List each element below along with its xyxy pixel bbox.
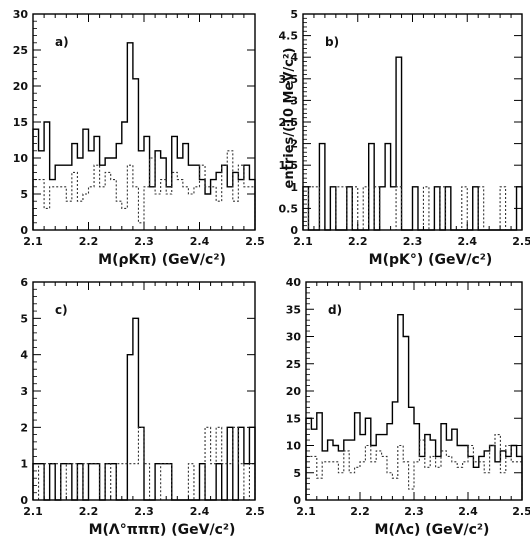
panel-a-x-tick-label: 2.5 [245, 235, 265, 248]
panel-c-x-tick-label: 2.4 [190, 505, 210, 518]
panel-c: 2.1 2.2 2.3 2.4 2.5 0 1 2 3 4 5 6 c) M(Λ°πππ) (GeV/c²… [20, 276, 264, 538]
panel-a-y-tick-label: 0 [20, 224, 28, 237]
panel-b-y-tick-label: 4.5 [279, 30, 299, 43]
panel-d-series-dotted [305, 434, 523, 500]
panel-d-y-tick-label: 10 [286, 440, 302, 453]
panel-b-y-tick-label: 0.5 [279, 202, 299, 215]
panel-d-x-tick-label: 2.3 [404, 505, 424, 518]
panel-b-y-tick-label: 3 [290, 94, 298, 107]
panel-a-series-dotted [32, 150, 256, 230]
panel-b-x-axis-label: M(pK°) (GeV/c²) [369, 252, 493, 268]
panel-c-x-tick-label: 2.1 [23, 505, 43, 518]
panel-d-y-tick-label: 30 [286, 331, 302, 344]
panel-d-y-tick-label: 35 [286, 303, 301, 316]
panel-c-tag: c) [55, 303, 68, 317]
panel-a-y-tick-label: 5 [20, 188, 28, 201]
panel-d-series-solid [305, 314, 523, 500]
panel-a-x-tick-label: 2.4 [190, 235, 210, 248]
panel-c-x-axis-label: M(Λ°πππ) (GeV/c²) [89, 522, 236, 538]
panel-a-tag: a) [55, 35, 69, 49]
shared-y-axis-label: entries/(10 MeV/c²) [282, 48, 297, 189]
panel-b-y-tick-label: 0 [290, 224, 298, 237]
panel-c-x-tick-label: 2.2 [79, 505, 99, 518]
panel-b-x-tick-label: 2.1 [293, 235, 313, 248]
panel-d: 2.1 2.2 2.3 2.4 2.5 0 5 10 15 20 25 30 35 40 d) M(Λc) (… [286, 276, 530, 538]
panel-c-x-tick-label: 2.3 [134, 505, 154, 518]
panel-a-x-tick-label: 2.3 [134, 235, 154, 248]
panel-b-y-tick-label: 4 [290, 51, 298, 64]
panel-b-tag: b) [325, 35, 339, 49]
panel-c-y-tick-label: 6 [20, 276, 28, 289]
panel-d-y-tick-label: 15 [286, 412, 301, 425]
panel-c-y-tick-label: 4 [20, 349, 28, 362]
panel-b-series-dotted [303, 186, 522, 231]
panel-b-x-tick-label: 2.4 [458, 235, 478, 248]
panel-c-y-tick-label: 2 [20, 421, 28, 434]
panel-c-x-tick-label: 2.5 [245, 505, 265, 518]
panel-d-y-tick-label: 5 [293, 467, 301, 480]
panel-d-x-tick-label: 2.5 [512, 505, 530, 518]
panel-b-y-tick-label: 2.5 [279, 116, 299, 129]
panel-b-y-tick-label: 5 [290, 8, 298, 21]
panel-a-y-tick-label: 25 [13, 44, 28, 57]
panel-d-x-axis-label: M(Λc) (GeV/c²) [375, 522, 490, 538]
panel-c-y-tick-label: 0 [20, 494, 28, 507]
panel-b: 2.1 2.2 2.3 2.4 2.5 0 0.5 1 1.5 2 2.5 3 3.5 4 4.5 5 b) M(… [279, 8, 530, 268]
panel-d-tag: d) [328, 303, 342, 317]
panel-b-y-tick-label: 1 [290, 181, 298, 194]
panel-d-y-tick-label: 0 [293, 494, 301, 507]
panel-a-y-tick-label: 15 [13, 116, 28, 129]
panel-b-x-tick-label: 2.3 [403, 235, 423, 248]
panel-c-y-tick-label: 5 [20, 312, 28, 325]
panel-b-y-tick-label: 3.5 [279, 73, 299, 86]
panel-a-y-tick-label: 10 [13, 152, 29, 165]
panel-d-y-tick-label: 20 [286, 385, 302, 398]
panel-a-y-tick-label: 20 [13, 80, 29, 93]
panel-d-x-tick-label: 2.4 [458, 505, 478, 518]
panel-b-y-tick-label: 2 [290, 138, 298, 151]
panel-c-y-tick-label: 1 [20, 458, 28, 471]
panel-b-x-tick-label: 2.5 [512, 235, 530, 248]
panel-b-y-tick-label: 1.5 [279, 159, 299, 172]
panel-c-y-tick-label: 3 [20, 385, 28, 398]
panel-b-x-tick-label: 2.2 [348, 235, 368, 248]
panel-a-y-tick-label: 30 [13, 8, 29, 21]
panel-d-x-tick-label: 2.2 [350, 505, 370, 518]
panel-a-x-tick-label: 2.2 [79, 235, 99, 248]
panel-d-x-tick-label: 2.1 [296, 505, 316, 518]
panel-d-y-tick-label: 25 [286, 358, 301, 371]
panel-a: 2.1 2.2 2.3 2.4 2.5 0 5 10 15 20 25 30 a) M(ρKπ) (GeV… [13, 8, 265, 268]
panel-d-y-tick-label: 40 [286, 276, 302, 289]
panel-a-x-axis-label: M(ρKπ) (GeV/c²) [98, 252, 226, 268]
panel-a-x-tick-label: 2.1 [23, 235, 43, 248]
